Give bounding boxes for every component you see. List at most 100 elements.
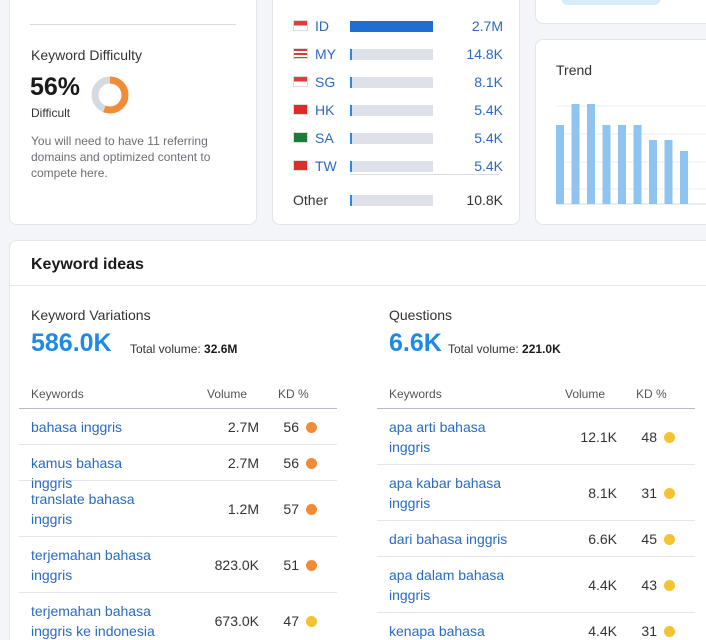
kd-indicator-icon [306, 560, 317, 571]
country-share-fill [350, 133, 353, 144]
keyword-link[interactable]: kenapa bahasa inggris [389, 623, 485, 639]
keyword-volume: 673.0K [214, 613, 259, 629]
kd-indicator-icon [664, 626, 675, 637]
keyword-kd: 45 [641, 531, 657, 547]
country-volume[interactable]: 8.1K [474, 74, 503, 90]
keyword-link[interactable]: apa kabar bahasa inggris [389, 475, 502, 511]
keyword-kd: 51 [283, 557, 299, 573]
partial-button[interactable] [561, 0, 661, 5]
table-header: Keywords Volume KD % [19, 385, 337, 409]
questions-count[interactable]: 6.6K [389, 329, 442, 357]
country-code[interactable]: HK [315, 102, 335, 118]
kd-indicator-icon [306, 616, 317, 627]
keyword-kd: 31 [641, 485, 657, 501]
keyword-link[interactable]: apa arti bahasa inggris [389, 419, 486, 455]
variations-count[interactable]: 586.0K [31, 329, 112, 357]
table-row: bahasa inggris 2.7M 56 [19, 409, 337, 445]
divider [10, 285, 706, 286]
table-row: terjemahan bahasa inggris ke indonesia 67… [19, 593, 337, 640]
country-volume[interactable]: 5.4K [474, 158, 503, 174]
country-share-bar [350, 105, 433, 116]
keyword-link[interactable]: bahasa inggris [31, 419, 123, 435]
kd-title: Keyword Difficulty [31, 47, 143, 63]
country-volume[interactable]: 5.4K [474, 130, 503, 146]
country-volume: 10.8K [466, 192, 503, 208]
country-share-fill [350, 21, 433, 32]
kd-description: You will need to have 11 referring domai… [31, 134, 211, 180]
table-row: apa arti bahasa inggris 12.1K 48 [377, 409, 695, 465]
keyword-ideas-title: Keyword ideas [31, 256, 144, 273]
trend-bar[interactable] [571, 104, 580, 204]
country-row[interactable]: TW 5.4K [293, 158, 503, 176]
country-code[interactable]: MY [315, 46, 336, 62]
table-row: kenapa bahasa inggris 4.4K 31 [377, 613, 695, 640]
kd-indicator-icon [664, 432, 675, 443]
country-code[interactable]: ID [315, 18, 329, 34]
country-volume[interactable]: 5.4K [474, 102, 503, 118]
keyword-kd: 48 [641, 429, 657, 445]
keyword-kd: 56 [283, 419, 299, 435]
country-share-fill [350, 105, 353, 116]
keyword-kd: 56 [283, 455, 299, 471]
trend-bar[interactable] [602, 125, 611, 204]
country-code[interactable]: SA [315, 130, 334, 146]
country-share-bar [350, 77, 433, 88]
keyword-link[interactable]: terjemahan bahasa inggris [31, 547, 151, 583]
country-row-other: Other 10.8K [293, 192, 503, 210]
kd-value: 56% [30, 73, 81, 101]
table-row: translate bahasa inggris 1.2M 57 [19, 481, 337, 537]
col-volume: Volume [565, 387, 606, 401]
questions-total: Total volume: 221.0K [448, 342, 561, 356]
trend-bar[interactable] [587, 104, 595, 204]
taiwan-flag-icon [293, 160, 308, 171]
table-row: kamus bahasa inggris 2.7M 56 [19, 445, 337, 491]
keyword-kd: 57 [283, 501, 299, 517]
country-code[interactable]: TW [315, 158, 337, 174]
kd-indicator-icon [306, 504, 317, 515]
keyword-link[interactable]: kamus bahasa inggris [31, 455, 123, 491]
malaysia-flag-icon [293, 48, 308, 59]
trend-bar[interactable] [633, 125, 642, 204]
col-volume: Volume [207, 387, 248, 401]
keyword-kd: 31 [641, 623, 657, 639]
country-row[interactable]: SA 5.4K [293, 130, 503, 148]
trend-bar[interactable] [680, 151, 688, 204]
keyword-link[interactable]: terjemahan bahasa inggris ke indonesia [31, 603, 155, 639]
country-volume[interactable]: 2.7M [471, 18, 503, 34]
keyword-volume: 823.0K [214, 557, 259, 573]
country-share-fill [350, 195, 353, 206]
keyword-ideas-card: Keyword ideas Keyword Variations 586.0K … [9, 240, 706, 640]
total-label: Total volume: [448, 342, 519, 356]
country-row[interactable]: SG 8.1K [293, 74, 503, 92]
keyword-difficulty-card: Keyword Difficulty 56% Difficult You wil… [9, 0, 257, 225]
kd-donut-icon [91, 76, 129, 114]
country-share-bar [350, 161, 433, 172]
kd-level: Difficult [31, 106, 71, 120]
kd-indicator-icon [306, 458, 317, 469]
table-row: apa kabar bahasa inggris 8.1K 31 [377, 465, 695, 521]
keyword-link[interactable]: apa dalam bahasa inggris [389, 567, 505, 603]
country-row[interactable]: MY 14.8K [293, 46, 503, 64]
country-share-bar [350, 21, 433, 32]
kd-indicator-icon [664, 534, 675, 545]
keyword-link[interactable]: translate bahasa inggris [31, 491, 135, 527]
total-value: 32.6M [204, 342, 238, 356]
country-code[interactable]: SG [315, 74, 336, 90]
country-share-fill [350, 77, 353, 88]
country-share-bar [350, 49, 433, 60]
kd-indicator-icon [306, 422, 317, 433]
keyword-volume: 8.1K [588, 485, 617, 501]
country-row[interactable]: ID 2.7M [293, 18, 503, 36]
trend-bar[interactable] [556, 125, 564, 204]
country-row[interactable]: HK 5.4K [293, 102, 503, 120]
country-volume[interactable]: 14.8K [466, 46, 503, 62]
trend-bar[interactable] [649, 140, 657, 204]
keyword-volume: 6.6K [588, 531, 617, 547]
kd-indicator-icon [664, 488, 675, 499]
trend-bar[interactable] [618, 125, 626, 204]
saudi-arabia-flag-icon [293, 132, 308, 143]
trend-bar[interactable] [664, 140, 673, 204]
keyword-link[interactable]: dari bahasa inggris [389, 531, 508, 547]
singapore-flag-icon [293, 76, 308, 87]
total-value: 221.0K [522, 342, 561, 356]
